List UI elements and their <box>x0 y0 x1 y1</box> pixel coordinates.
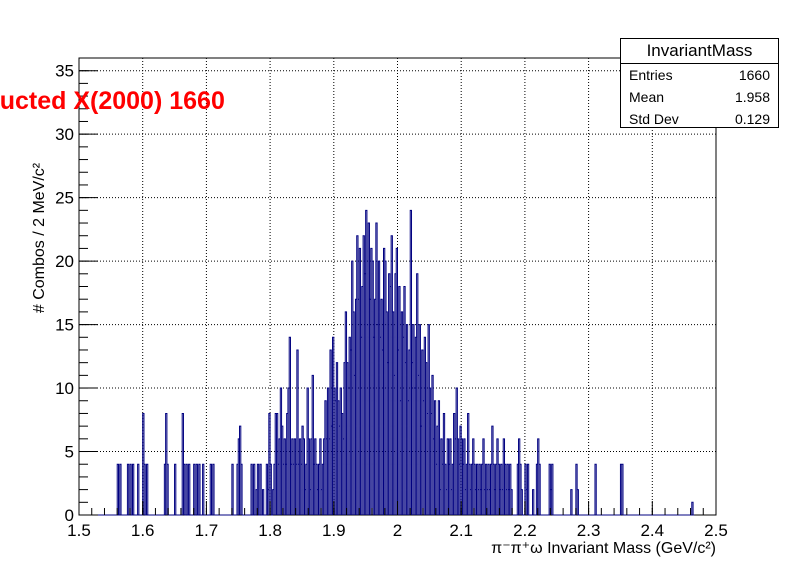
overlay-title: ructed X(2000) 1660 <box>0 87 225 115</box>
x-tick-label: 1.9 <box>322 521 346 540</box>
x-tick-label: 2.2 <box>513 521 537 540</box>
y-tick-label: 25 <box>55 189 74 208</box>
x-tick-label: 2.3 <box>577 521 601 540</box>
stats-row-stddev: Std Dev 0.129 <box>621 108 778 130</box>
stats-label: Entries <box>629 67 673 83</box>
axis-ticks <box>78 57 717 516</box>
y-tick-label: 35 <box>55 62 74 81</box>
x-tick-label: 1.7 <box>195 521 219 540</box>
stats-label: Mean <box>629 89 665 105</box>
axis-tick-labels: 1.5 1.6 1.7 1.8 1.9 2 2.1 2.2 2.3 2.4 2.5 0 5 10 15 20 2… <box>55 62 728 540</box>
y-tick-label: 20 <box>55 252 74 271</box>
x-tick-label: 2.1 <box>449 521 473 540</box>
y-tick-label: 15 <box>55 316 74 335</box>
y-tick-label: 5 <box>65 443 74 462</box>
stats-row-entries: Entries 1660 <box>621 64 778 86</box>
stats-value: 1660 <box>738 67 770 83</box>
stats-box: InvariantMass Entries 1660 Mean 1.958 St… <box>620 38 779 128</box>
stats-row-mean: Mean 1.958 <box>621 86 778 108</box>
x-tick-label: 1.8 <box>258 521 282 540</box>
stats-title: InvariantMass <box>621 39 778 64</box>
y-axis-label: # Combos / 2 MeV/c² <box>31 162 48 313</box>
x-tick-label: 1.6 <box>131 521 155 540</box>
x-tick-label: 1.5 <box>67 521 91 540</box>
x-tick-label: 2.4 <box>640 521 664 540</box>
x-tick-label: 2.5 <box>704 521 728 540</box>
x-axis-label: π⁻π⁺ω Invariant Mass (GeV/c²) <box>491 540 716 557</box>
stats-value: 1.958 <box>734 89 770 105</box>
x-tick-label: 2 <box>393 521 402 540</box>
y-tick-label: 10 <box>55 379 74 398</box>
stats-label: Std Dev <box>629 111 679 127</box>
stats-value: 0.129 <box>734 111 770 127</box>
y-tick-label: 0 <box>65 506 74 525</box>
y-tick-label: 30 <box>55 125 74 144</box>
histogram-line <box>79 209 695 516</box>
